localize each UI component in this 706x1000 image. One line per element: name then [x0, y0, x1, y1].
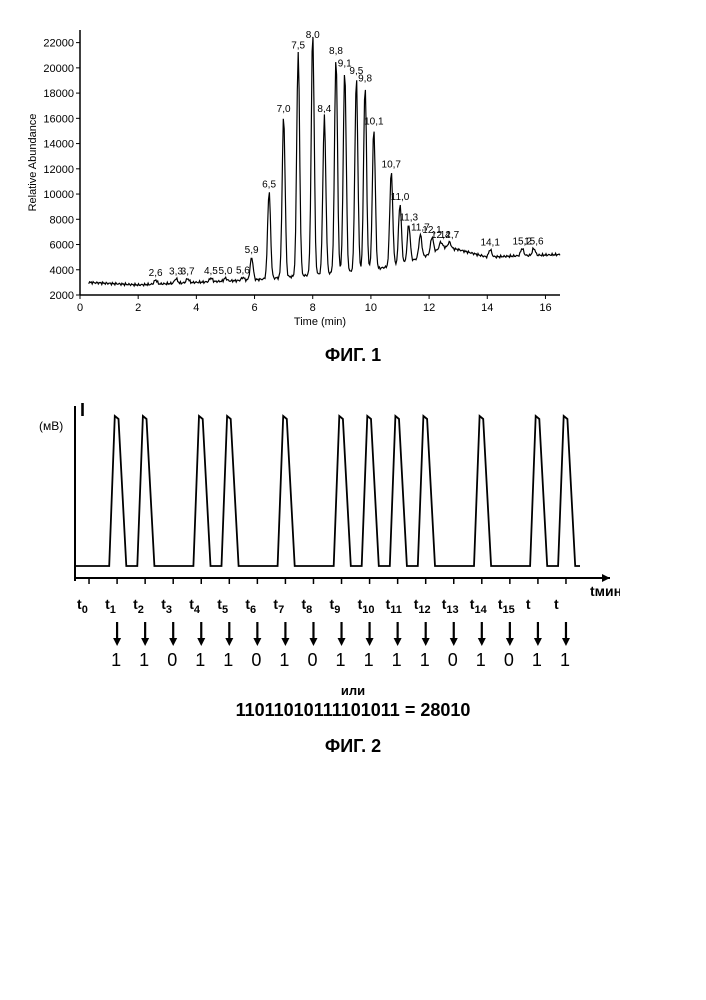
svg-text:20000: 20000 — [43, 63, 74, 75]
time-tick-label: t6 — [245, 596, 256, 616]
svg-text:22000: 22000 — [43, 38, 74, 50]
svg-text:12,7: 12,7 — [440, 230, 460, 241]
svg-text:0: 0 — [77, 302, 83, 314]
bits-row: 11011010111101011 — [20, 650, 620, 678]
svg-text:12: 12 — [423, 302, 435, 314]
binary-equation: 11011010111101011 = 28010 — [236, 700, 471, 720]
figure-2-caption: ФИГ. 2 — [20, 736, 686, 757]
divider-word: или — [341, 683, 365, 698]
bit-value: 1 — [279, 650, 289, 671]
svg-text:8,0: 8,0 — [306, 30, 320, 41]
figure-2-diagram: I(мВ)tмин t0t1t2t3t4t5t6t7t8t9t10t11t12t… — [20, 396, 686, 721]
time-tick-label: t5 — [217, 596, 228, 616]
svg-text:9,8: 9,8 — [358, 74, 372, 85]
svg-text:11,0: 11,0 — [391, 192, 410, 203]
svg-text:I: I — [80, 400, 85, 420]
svg-text:14,1: 14,1 — [480, 238, 500, 249]
time-tick-label: t14 — [470, 596, 487, 616]
svg-text:5,0: 5,0 — [219, 266, 233, 277]
svg-text:12000: 12000 — [43, 164, 74, 176]
svg-text:(мВ): (мВ) — [39, 419, 63, 433]
binary-diagram-svg: I (мВ) tмин — [20, 396, 620, 596]
svg-text:15,6: 15,6 — [524, 236, 544, 247]
svg-text:Time (min): Time (min) — [294, 316, 346, 328]
time-tick-label: t11 — [386, 596, 402, 616]
chromatogram-svg: 2000 4000 6000 8000 10000 12000 14000 16000 1800… — [20, 20, 580, 330]
bit-value: 1 — [139, 650, 149, 671]
time-tick-label: t12 — [414, 596, 431, 616]
bit-value: 1 — [476, 650, 486, 671]
bit-value: 1 — [111, 650, 121, 671]
time-tick-label: t8 — [301, 596, 312, 616]
decimal-value: 28010 — [420, 700, 470, 720]
svg-text:8,8: 8,8 — [329, 46, 343, 57]
figure-1-caption: ФИГ. 1 — [20, 345, 686, 366]
svg-text:10,1: 10,1 — [364, 116, 384, 127]
svg-text:5,9: 5,9 — [245, 245, 259, 256]
bit-value: 0 — [448, 650, 458, 671]
svg-text:10000: 10000 — [43, 189, 74, 201]
time-tick-label: t9 — [330, 596, 341, 616]
time-tick-label: t13 — [442, 596, 459, 616]
svg-text:8,4: 8,4 — [317, 104, 331, 115]
svg-text:10: 10 — [365, 302, 377, 314]
figure-1-chromatogram: 2000 4000 6000 8000 10000 12000 14000 16000 1800… — [20, 20, 686, 330]
time-tick-label: t — [554, 596, 559, 616]
time-tick-label: t10 — [358, 596, 375, 616]
svg-text:8000: 8000 — [50, 214, 74, 226]
time-tick-label: t — [526, 596, 531, 616]
svg-text:3,7: 3,7 — [181, 267, 195, 278]
svg-text:Relative Abundance: Relative Abundance — [27, 114, 39, 212]
svg-text:8: 8 — [310, 302, 316, 314]
svg-text:6000: 6000 — [50, 240, 74, 252]
svg-text:14000: 14000 — [43, 139, 74, 151]
svg-text:2,6: 2,6 — [149, 268, 163, 279]
svg-text:16: 16 — [539, 302, 551, 314]
time-tick-label: t0 — [77, 596, 88, 616]
svg-text:6: 6 — [251, 302, 257, 314]
svg-text:14: 14 — [481, 302, 493, 314]
bit-value: 1 — [420, 650, 430, 671]
bit-value: 1 — [532, 650, 542, 671]
time-tick-label: t2 — [133, 596, 144, 616]
svg-text:10,7: 10,7 — [382, 159, 402, 170]
time-tick-label: t7 — [273, 596, 284, 616]
bit-value: 0 — [307, 650, 317, 671]
time-tick-row: t0 t1 t2 t3 t4 t5 t6 t7 t8 t9 t10 t11 t12 t13 t14 t15 t t — [20, 596, 620, 620]
time-tick-label: t1 — [105, 596, 116, 616]
bit-value: 0 — [251, 650, 261, 671]
bit-value: 1 — [364, 650, 374, 671]
svg-text:7,5: 7,5 — [291, 41, 305, 52]
binary-string: 11011010111101011 — [236, 700, 400, 720]
svg-text:7,0: 7,0 — [277, 104, 291, 115]
equals-sign: = — [400, 700, 421, 720]
arrows-row — [20, 620, 620, 650]
svg-text:6,5: 6,5 — [262, 180, 276, 191]
time-tick-label: t4 — [189, 596, 200, 616]
svg-text:4,5: 4,5 — [204, 266, 218, 277]
svg-text:2: 2 — [135, 302, 141, 314]
svg-text:2000: 2000 — [50, 290, 74, 302]
time-tick-label: t3 — [161, 596, 172, 616]
bit-value: 1 — [223, 650, 233, 671]
bit-value: 1 — [336, 650, 346, 671]
bit-value: 1 — [392, 650, 402, 671]
svg-text:4: 4 — [193, 302, 199, 314]
svg-text:4000: 4000 — [50, 265, 74, 277]
bit-value: 1 — [560, 650, 570, 671]
bit-value: 0 — [167, 650, 177, 671]
svg-text:5,6: 5,6 — [236, 265, 250, 276]
svg-text:16000: 16000 — [43, 113, 74, 125]
bit-value: 1 — [195, 650, 205, 671]
svg-text:tмин: tмин — [590, 583, 620, 596]
svg-text:18000: 18000 — [43, 88, 74, 100]
time-tick-label: t15 — [498, 596, 515, 616]
bit-value: 0 — [504, 650, 514, 671]
